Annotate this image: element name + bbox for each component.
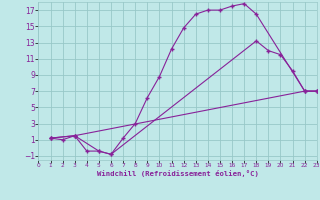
X-axis label: Windchill (Refroidissement éolien,°C): Windchill (Refroidissement éolien,°C) xyxy=(97,170,259,177)
